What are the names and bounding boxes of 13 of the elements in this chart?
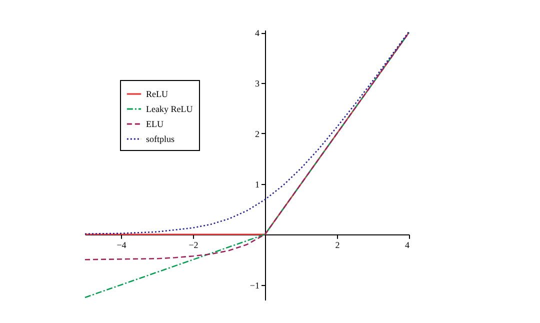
y-tick-label: 1 <box>255 179 260 190</box>
y-tick-label: 3 <box>255 78 260 88</box>
x-tick-label: −2 <box>188 240 198 250</box>
y-tick-label: 4 <box>255 28 260 38</box>
x-tick-label: 4 <box>405 240 410 250</box>
legend-label: ELU <box>146 119 164 129</box>
y-tick-label: 2 <box>255 128 260 139</box>
legend-label: Leaky ReLU <box>146 104 194 114</box>
x-tick-label: −4 <box>116 240 127 250</box>
y-tick-label: −1 <box>250 280 260 290</box>
x-tick-label: 2 <box>335 240 340 250</box>
legend-label: ReLU <box>146 89 168 99</box>
legend-label: softplus <box>146 134 175 144</box>
